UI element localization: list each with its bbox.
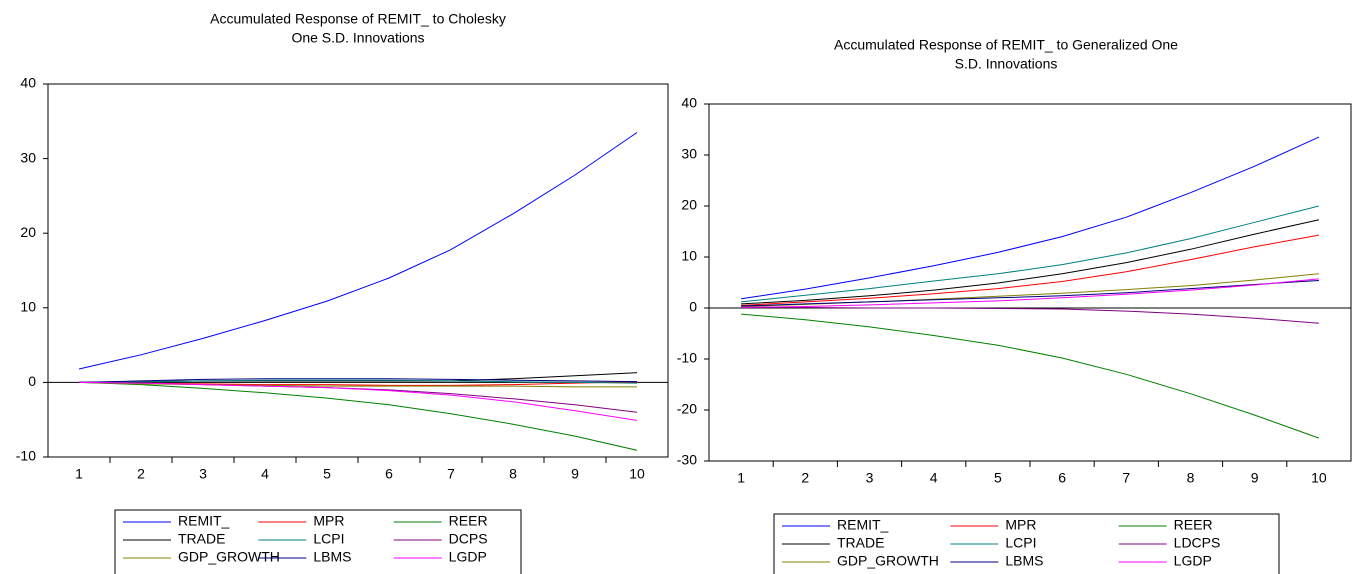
- legend-label: LGDP: [449, 549, 487, 565]
- legend-box: [114, 509, 522, 574]
- x-tick-label: 9: [571, 466, 579, 482]
- x-tick-label: 1: [75, 466, 83, 482]
- x-tick-label: 8: [1187, 470, 1195, 486]
- y-tick-label: 40: [681, 95, 697, 111]
- series-line: [78, 378, 638, 383]
- x-tick-label: 5: [994, 470, 1002, 486]
- y-tick-label: 0: [28, 373, 36, 389]
- chart-title: S.D. Innovations: [955, 56, 1058, 72]
- chart-title: Accumulated Response of REMIT_ to Genera…: [834, 37, 1178, 53]
- x-tick-label: 5: [323, 466, 331, 482]
- series-line: [741, 234, 1319, 306]
- x-tick-label: 7: [1122, 470, 1130, 486]
- legend-label: TRADE: [178, 531, 225, 547]
- legend-label: REER: [1174, 517, 1213, 533]
- legend-label: REMIT_: [837, 517, 889, 533]
- x-tick-label: 9: [1251, 470, 1259, 486]
- legend-label: GDP_GROWTH: [178, 549, 280, 565]
- series-line: [78, 381, 638, 451]
- series-line: [741, 306, 1319, 324]
- series-line: [741, 280, 1319, 307]
- chart-title: One S.D. Innovations: [291, 30, 424, 46]
- y-tick-label: -10: [16, 448, 36, 464]
- legend-label: REMIT_: [178, 513, 230, 529]
- legend-label: DCPS: [449, 531, 488, 547]
- y-tick-label: -30: [677, 452, 697, 468]
- legend-label: LDCPS: [1174, 535, 1221, 551]
- legend-label: GDP_GROWTH: [837, 553, 939, 569]
- y-tick-label: -10: [677, 350, 697, 366]
- legend-label: REER: [449, 513, 488, 529]
- legend-label: LBMS: [1005, 553, 1043, 569]
- series-line: [741, 219, 1320, 305]
- x-tick-label: 10: [629, 466, 645, 482]
- y-tick-label: 10: [681, 248, 697, 264]
- y-tick-label: -20: [677, 401, 697, 417]
- x-tick-label: 2: [801, 470, 809, 486]
- x-tick-label: 3: [866, 470, 874, 486]
- legend-box: [773, 513, 1280, 574]
- x-tick-label: 2: [137, 466, 145, 482]
- x-tick-label: 3: [199, 466, 207, 482]
- x-tick-label: 6: [1058, 470, 1066, 486]
- series-line: [78, 132, 638, 370]
- series-line: [78, 381, 638, 421]
- y-tick-label: 40: [20, 75, 36, 91]
- x-tick-label: 4: [261, 466, 269, 482]
- series-line: [78, 379, 638, 384]
- x-tick-label: 10: [1311, 470, 1327, 486]
- y-tick-label: 10: [20, 299, 36, 315]
- x-tick-label: 1: [737, 470, 745, 486]
- series-line: [741, 205, 1320, 303]
- y-tick-label: 20: [681, 197, 697, 213]
- y-tick-label: 30: [681, 146, 697, 162]
- y-tick-label: 30: [20, 149, 36, 165]
- x-tick-label: 8: [509, 466, 517, 482]
- series-line: [741, 313, 1320, 439]
- chart-title: Accumulated Response of REMIT_ to Choles…: [210, 11, 506, 27]
- legend-label: LCPI: [1005, 535, 1036, 551]
- legend-label: LGDP: [1174, 553, 1212, 569]
- legend-label: TRADE: [837, 535, 884, 551]
- y-tick-label: 0: [689, 299, 697, 315]
- series-line: [741, 136, 1320, 300]
- series-line: [741, 278, 1319, 308]
- plot-frame: [708, 103, 1352, 462]
- legend-label: MPR: [1005, 517, 1036, 533]
- x-tick-label: 7: [447, 466, 455, 482]
- x-tick-label: 4: [930, 470, 938, 486]
- x-tick-label: 6: [385, 466, 393, 482]
- y-tick-label: 20: [20, 224, 36, 240]
- legend-label: MPR: [313, 513, 344, 529]
- legend-label: LBMS: [313, 549, 351, 565]
- legend-label: LCPI: [313, 531, 344, 547]
